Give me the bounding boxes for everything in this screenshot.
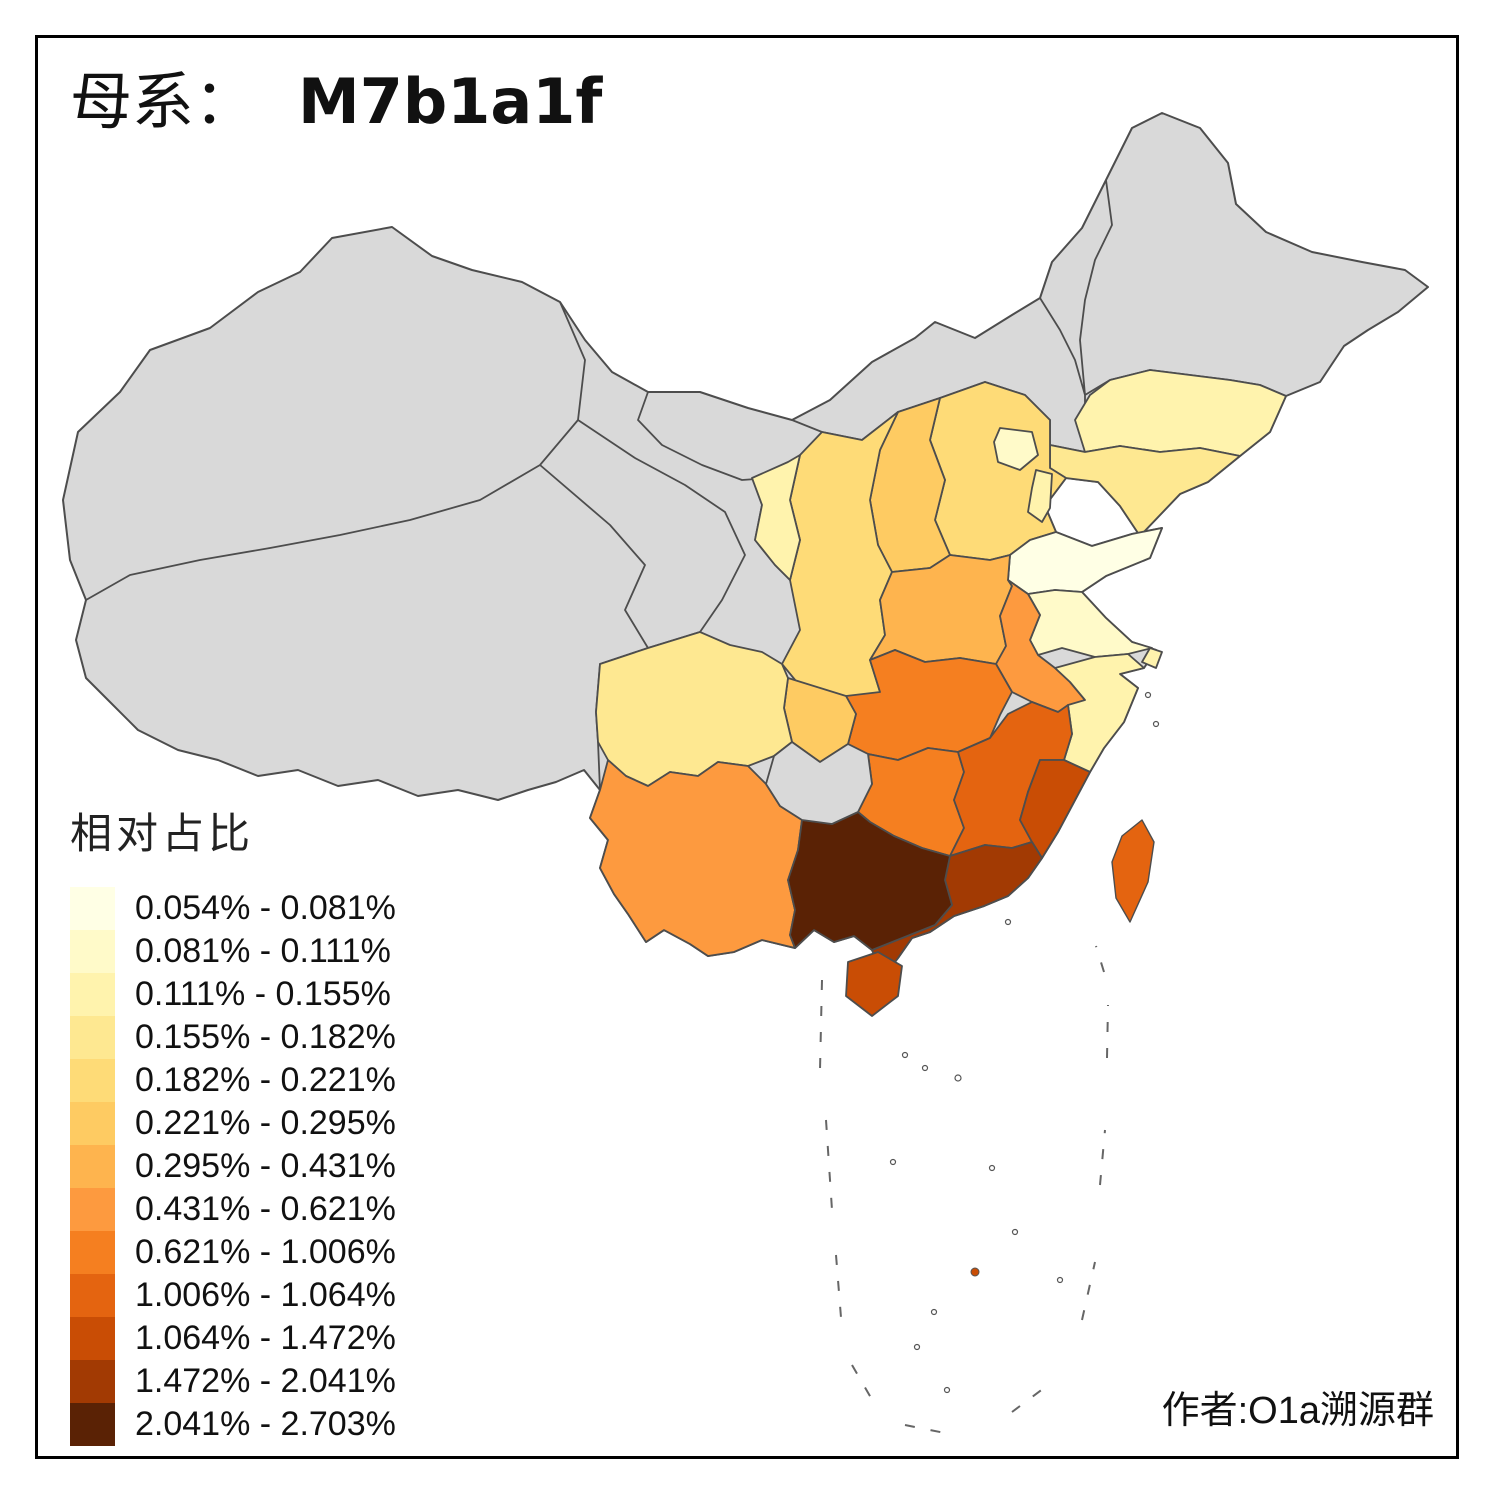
province-guangxi [787, 811, 953, 951]
legend-item: 0.431% - 0.621% [70, 1188, 396, 1231]
legend-swatch [70, 1102, 115, 1145]
legend-swatch [70, 1059, 115, 1102]
legend-item: 1.006% - 1.064% [70, 1274, 396, 1317]
map-frame: 母系： M7b1a1f 相对占比 0.054% - 0.081% 0.081% -… [35, 35, 1459, 1459]
small-islands [889, 691, 1160, 1394]
legend-swatch [70, 1016, 115, 1059]
legend-item: 0.182% - 0.221% [70, 1059, 396, 1102]
legend-swatch [70, 973, 115, 1016]
legend-title: 相对占比 [70, 810, 255, 857]
province-jiangsu [1027, 589, 1153, 658]
province-tianjin [1027, 469, 1053, 523]
map-title: 母系： M7b1a1f [70, 65, 603, 138]
legend-swatch [70, 1403, 115, 1446]
province-beijing [993, 427, 1039, 471]
province-fujian [1019, 759, 1091, 859]
legend-item: 1.064% - 1.472% [70, 1317, 396, 1360]
legend-swatch [70, 1231, 115, 1274]
legend-swatch [70, 1360, 115, 1403]
province-liaoning [1049, 444, 1241, 537]
province-shanghai [1141, 647, 1163, 669]
province-ningxia [751, 454, 801, 581]
legend: 相对占比 0.054% - 0.081% 0.081% - 0.111% 0.1… [70, 800, 396, 1446]
legend-swatch [70, 1274, 115, 1317]
author-credit: 作者:O1a溯源群 [1161, 1390, 1434, 1432]
title-haplogroup: M7b1a1f [298, 65, 603, 138]
legend-item: 0.155% - 0.182% [70, 1016, 396, 1059]
legend-item: 1.472% - 2.041% [70, 1360, 396, 1403]
legend-swatch [70, 887, 115, 930]
legend-item: 0.111% - 0.155% [70, 973, 396, 1016]
legend-swatch [70, 1188, 115, 1231]
legend-item: 2.041% - 2.703% [70, 1403, 396, 1446]
legend-item: 0.295% - 0.431% [70, 1145, 396, 1188]
nanhai-islands-dot [970, 1267, 980, 1277]
legend-swatch [70, 1317, 115, 1360]
china-choropleth-map [62, 112, 1429, 1436]
legend-item: 0.621% - 1.006% [70, 1231, 396, 1274]
legend-swatch [70, 1145, 115, 1188]
nine-dash-line [819, 945, 1109, 1436]
legend-item: 0.054% - 0.081% [70, 887, 396, 930]
province-taiwan [1111, 819, 1155, 923]
legend-item: 0.221% - 0.295% [70, 1102, 396, 1145]
province-hainan [845, 951, 903, 1017]
legend-swatch [70, 930, 115, 973]
legend-item: 0.081% - 0.111% [70, 930, 396, 973]
province-guizhou [765, 741, 873, 825]
title-prefix: 母系： [70, 65, 257, 138]
